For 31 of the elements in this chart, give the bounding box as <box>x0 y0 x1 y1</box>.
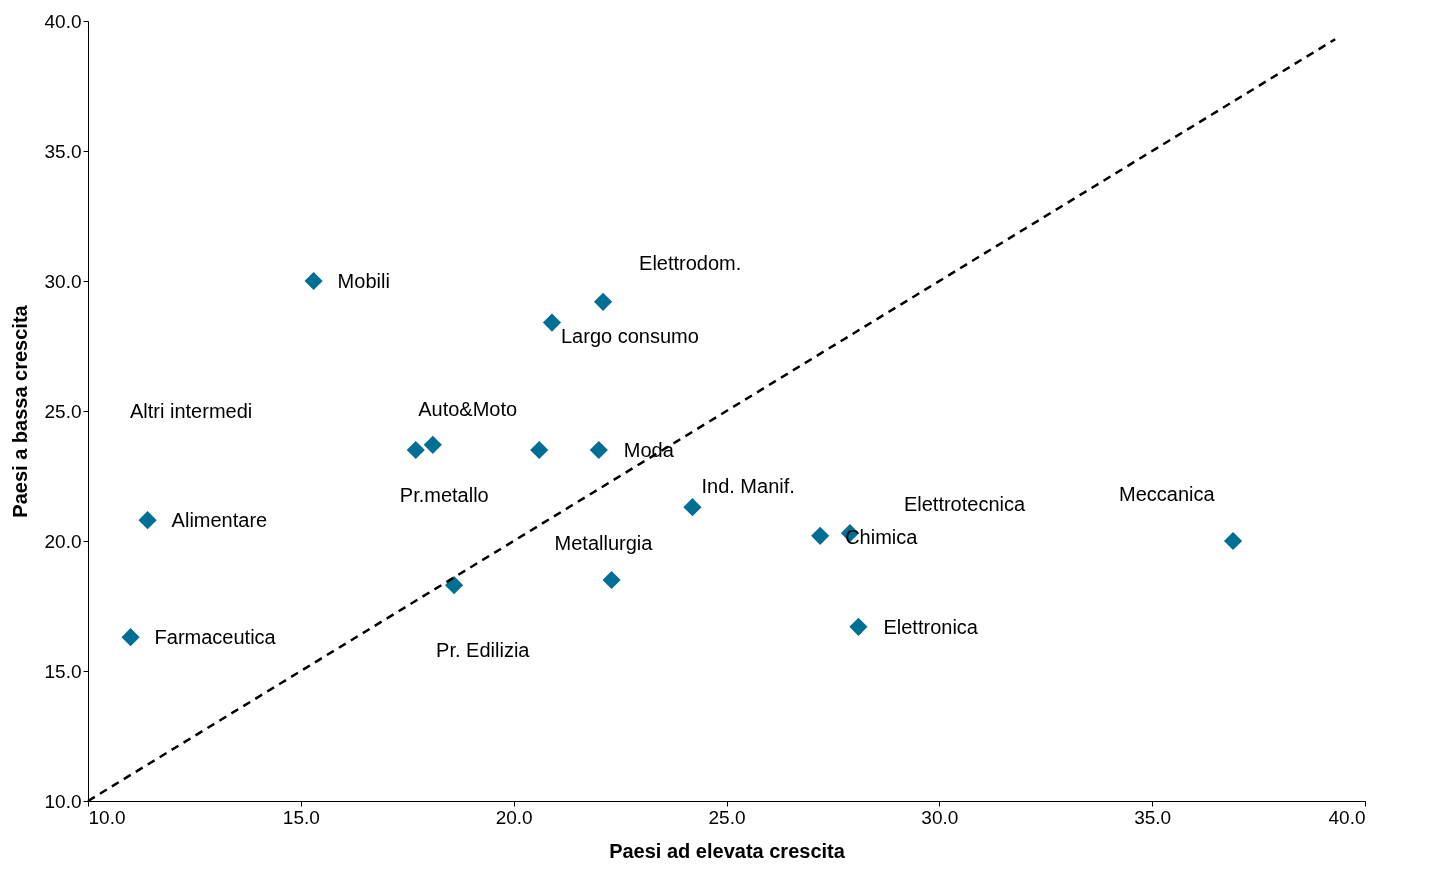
x-tick-label: 40.0 <box>1328 806 1366 828</box>
y-tick-label: 15.0 <box>44 660 82 682</box>
annotation: Altri intermedi <box>130 400 253 422</box>
annotation: Mobili <box>337 270 390 292</box>
annotation: Largo consumo <box>560 324 699 347</box>
annotation: Pr. Edilizia <box>436 639 531 662</box>
y-tick-label: 25.0 <box>44 400 82 422</box>
y-tick-label: 20.0 <box>44 530 82 552</box>
annotation: Auto&Moto <box>418 398 518 420</box>
annotation: Pr.metallo <box>399 483 489 506</box>
annotation: Alimentare <box>171 509 268 532</box>
annotation: Ind. Manif. <box>701 475 795 498</box>
y-tick-label: 35.0 <box>44 140 82 162</box>
x-tick-label: 20.0 <box>495 806 533 828</box>
annotation: Metallurgia <box>554 532 654 554</box>
x-tick-label: 30.0 <box>921 806 959 828</box>
y-tick-label: 10.0 <box>44 790 82 812</box>
annotation: Farmaceutica <box>154 626 277 649</box>
y-axis-title: Paesi a bassa crescita <box>8 304 31 518</box>
annotation: Elettrotecnica <box>903 493 1026 516</box>
y-tick-label: 30.0 <box>44 270 82 292</box>
x-axis-title: Paesi ad elevata crescita <box>609 839 846 862</box>
x-tick-label: 25.0 <box>708 806 746 828</box>
x-tick-label: 35.0 <box>1134 806 1172 828</box>
annotation: Elettronica <box>883 615 979 638</box>
annotation: Elettrodom. <box>639 251 742 274</box>
x-tick-label: 10.0 <box>88 806 126 828</box>
annotation: Meccanica <box>1119 483 1216 505</box>
annotation: Moda <box>623 439 675 461</box>
x-tick-label: 15.0 <box>282 806 320 828</box>
y-tick-label: 40.0 <box>44 10 82 32</box>
